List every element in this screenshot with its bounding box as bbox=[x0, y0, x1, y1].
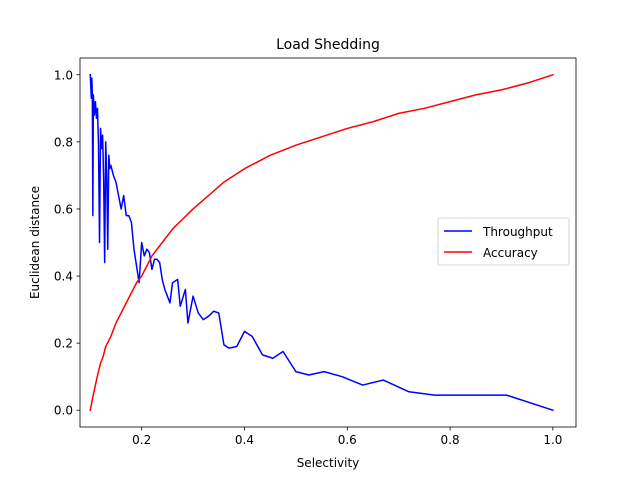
legend-label-throughput: Throughput bbox=[482, 225, 553, 239]
chart-title: Load Shedding bbox=[276, 37, 380, 53]
y-tick-label: 0.6 bbox=[54, 202, 73, 216]
series-line-throughput bbox=[89, 73, 554, 412]
x-tick-label: 1.0 bbox=[543, 433, 562, 447]
y-tick-label: 0.8 bbox=[54, 135, 73, 149]
legend-label-accuracy: Accuracy bbox=[483, 246, 538, 260]
x-tick-label: 0.6 bbox=[338, 433, 357, 447]
x-tick-label: 0.8 bbox=[441, 433, 460, 447]
y-tick-label: 1.0 bbox=[54, 68, 73, 82]
y-axis-ticks: 0.0 0.2 0.4 0.6 0.8 1.0 bbox=[54, 68, 80, 418]
x-axis-ticks: 0.2 0.4 0.6 0.8 1.0 bbox=[132, 427, 562, 447]
y-tick-label: 0.4 bbox=[54, 270, 73, 284]
axes-frame bbox=[79, 57, 577, 428]
plot-area bbox=[79, 57, 577, 428]
y-axis-label: Euclidean distance bbox=[28, 186, 42, 299]
y-tick-label: 0.0 bbox=[54, 404, 73, 418]
x-tick-label: 0.4 bbox=[235, 433, 254, 447]
x-tick-label: 0.2 bbox=[132, 433, 151, 447]
legend-box bbox=[437, 217, 570, 266]
x-axis-label: Selectivity bbox=[297, 456, 360, 470]
series-layer bbox=[89, 73, 554, 412]
series-line-accuracy bbox=[89, 73, 554, 412]
y-tick-label: 0.2 bbox=[54, 337, 73, 351]
legend: Throughput Accuracy bbox=[437, 217, 570, 266]
